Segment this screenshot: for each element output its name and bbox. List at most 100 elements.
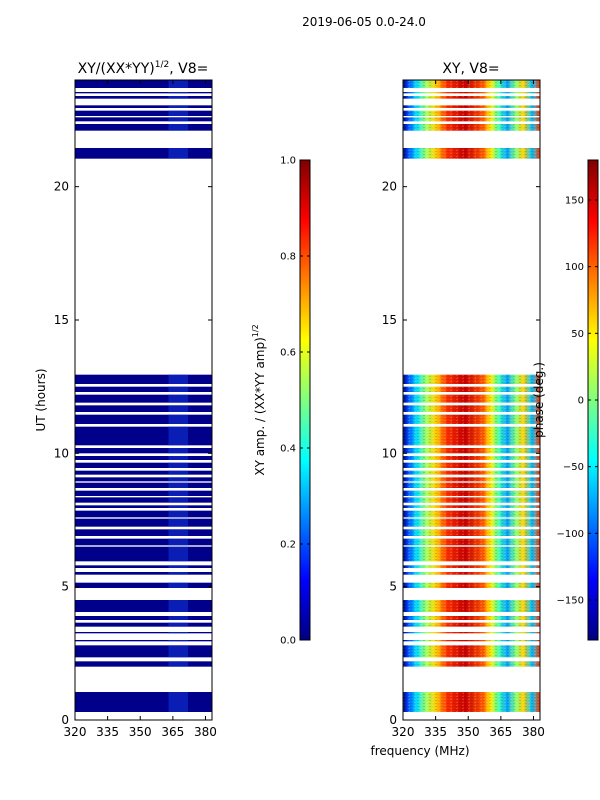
amp-band-streak [168, 105, 189, 108]
amp-colorbar-ticks: 0.0 0.2 0.4 0.6 0.8 1.0 [280, 156, 310, 647]
amp-colorbar-tick-label: 0.0 [280, 636, 296, 647]
phase-band-texture [403, 616, 540, 620]
amp-colorbar-ramp [299, 159, 311, 641]
amp-data-band [75, 565, 212, 568]
amp-band-streak [168, 92, 189, 94]
amp-data-band [75, 405, 212, 412]
amp-band-streak [168, 510, 189, 518]
phase-band-texture [403, 600, 540, 612]
amp-data-band [75, 386, 212, 392]
phase-band-texture [403, 497, 540, 503]
phase-band-texture [403, 661, 540, 667]
amp-data-band [75, 80, 212, 88]
amp-band-streak [168, 632, 189, 634]
amp-band-streak [168, 374, 189, 384]
amp-cb-label-exp: 1/2 [251, 324, 260, 337]
phase-xtick-label: 335 [424, 725, 447, 739]
amp-title-main: XY/(XX*YY) [78, 61, 155, 77]
amp-band-streak [168, 505, 189, 508]
phase-band-texture [403, 405, 540, 412]
phase-band-texture [403, 529, 540, 536]
amp-band-streak [168, 661, 189, 667]
amp-xtick-label: 365 [161, 725, 184, 739]
amp-data-band [75, 477, 212, 482]
amp-data-band [75, 582, 212, 588]
phase-xtick-label: 350 [457, 725, 480, 739]
amp-y-axis: 0 5 10 15 20 [54, 180, 212, 727]
amp-data-band [75, 117, 212, 122]
phase-band-texture [403, 490, 540, 496]
amp-band-streak [168, 572, 189, 575]
amp-data-band [75, 394, 212, 403]
amp-data-band [75, 510, 212, 518]
phase-band-texture [403, 426, 540, 446]
amp-heatmap [75, 80, 212, 712]
phase-band-texture [403, 124, 540, 131]
amp-band-streak [168, 414, 189, 424]
phase-colorbar-tick-label: −50 [563, 462, 584, 473]
amp-data-band [75, 448, 212, 454]
amp-colorbar-tick-label: 0.8 [280, 252, 296, 263]
shared-xlabel: frequency (MHz) [370, 744, 469, 758]
phase-band-texture [403, 565, 540, 568]
amp-band-streak [168, 394, 189, 403]
amp-ytick-label: 10 [54, 446, 69, 460]
phase-band-texture [403, 374, 540, 384]
amp-band-streak [168, 405, 189, 412]
amp-data-band [75, 456, 212, 460]
phase-colorbar-label: phase (deg.) [532, 362, 546, 438]
amp-data-band [75, 692, 212, 712]
phase-ytick-label: 20 [382, 180, 397, 194]
phase-xtick-label: 380 [522, 725, 545, 739]
amp-ytick-label: 15 [54, 313, 69, 327]
phase-colorbar-tick-label: 100 [565, 262, 584, 273]
amp-data-band [75, 482, 212, 488]
amp-band-streak [168, 616, 189, 620]
amp-ytick-label: 20 [54, 180, 69, 194]
phase-band-texture [403, 645, 540, 658]
amp-title-exp: 1/2 [155, 60, 169, 70]
amp-data-band [75, 622, 212, 627]
amp-xtick-label: 335 [96, 725, 119, 739]
amp-data-band [75, 110, 212, 116]
amp-panel: XY/(XX*YY)1/2, V8= 320 335 350 365 380 0 5 10 1… [34, 60, 217, 739]
phase-title: XY, V8= [442, 61, 499, 77]
amp-band-streak [168, 529, 189, 536]
amp-band-streak [168, 426, 189, 446]
phase-ytick-label: 15 [382, 313, 397, 327]
amp-data-band [75, 538, 212, 546]
phase-band-texture [403, 456, 540, 460]
phase-ytick-label: 5 [389, 580, 397, 594]
amp-band-streak [168, 622, 189, 627]
amp-ytick-label: 5 [61, 580, 69, 594]
amp-band-streak [168, 565, 189, 568]
amp-data-band [75, 426, 212, 446]
amp-data-band [75, 105, 212, 108]
amp-data-band [75, 490, 212, 496]
amp-data-band [75, 645, 212, 658]
phase-colorbar: −150 −100 −50 0 50 100 150 phase (deg.) [532, 159, 599, 641]
phase-colorbar-tick-label: 150 [565, 196, 584, 207]
amp-band-streak [168, 582, 189, 588]
amp-band-streak [168, 96, 189, 99]
amp-data-band [75, 529, 212, 536]
amp-colorbar-tick-label: 1.0 [280, 156, 296, 167]
amp-colorbar-label: XY amp. / (XX*YY amp)1/2 [251, 324, 267, 475]
amp-band-streak [168, 462, 189, 468]
amp-band-streak [168, 110, 189, 116]
amp-data-band [75, 505, 212, 508]
amp-band-streak [168, 538, 189, 546]
figure-suptitle: 2019-06-05 0.0-24.0 [302, 15, 426, 29]
amp-data-band [75, 616, 212, 620]
phase-ytick-label: 10 [382, 446, 397, 460]
amp-band-streak [168, 490, 189, 496]
phase-band-texture [403, 632, 540, 634]
phase-band-texture [403, 148, 540, 159]
amp-colorbar-tick-label: 0.6 [280, 348, 296, 359]
amp-band-streak [168, 497, 189, 503]
amp-data-band [75, 640, 212, 642]
amp-band-streak [168, 470, 189, 475]
phase-band-texture [403, 80, 540, 88]
amp-xtick-label: 320 [64, 725, 87, 739]
